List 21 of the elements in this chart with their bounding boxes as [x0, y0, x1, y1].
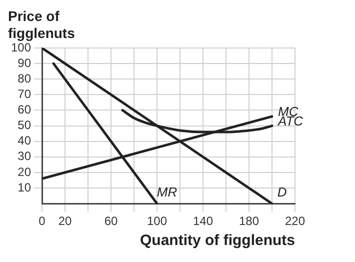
y-tick-label: 20 [18, 164, 32, 179]
x-tick-label: 140 [192, 214, 214, 228]
x-tick-label: 0 [38, 214, 46, 228]
y-tick-label: 100 [10, 40, 32, 54]
x-tick-label: 20 [58, 214, 72, 228]
x-axis-title: Quantity of figglenuts [140, 232, 295, 250]
x-tick-label: 180 [238, 214, 260, 228]
x-tick-label: 60 [104, 214, 118, 228]
y-tick-label: 80 [18, 71, 32, 86]
y-axis-title: Price of figglenuts [8, 8, 76, 41]
series-label: D [277, 184, 287, 200]
y-tick-label: 60 [18, 102, 32, 117]
x-tick-label: 100 [146, 214, 168, 228]
y-tick-label: 70 [18, 86, 32, 101]
y-tick-label: 90 [18, 56, 32, 70]
y-tick-label: 30 [18, 149, 32, 164]
y-tick-label: 50 [18, 118, 32, 132]
series-label: MR [156, 184, 178, 200]
x-tick-label: 220 [284, 214, 306, 228]
y-tick-label: 40 [18, 134, 32, 148]
y-tick-label: 10 [18, 180, 32, 194]
